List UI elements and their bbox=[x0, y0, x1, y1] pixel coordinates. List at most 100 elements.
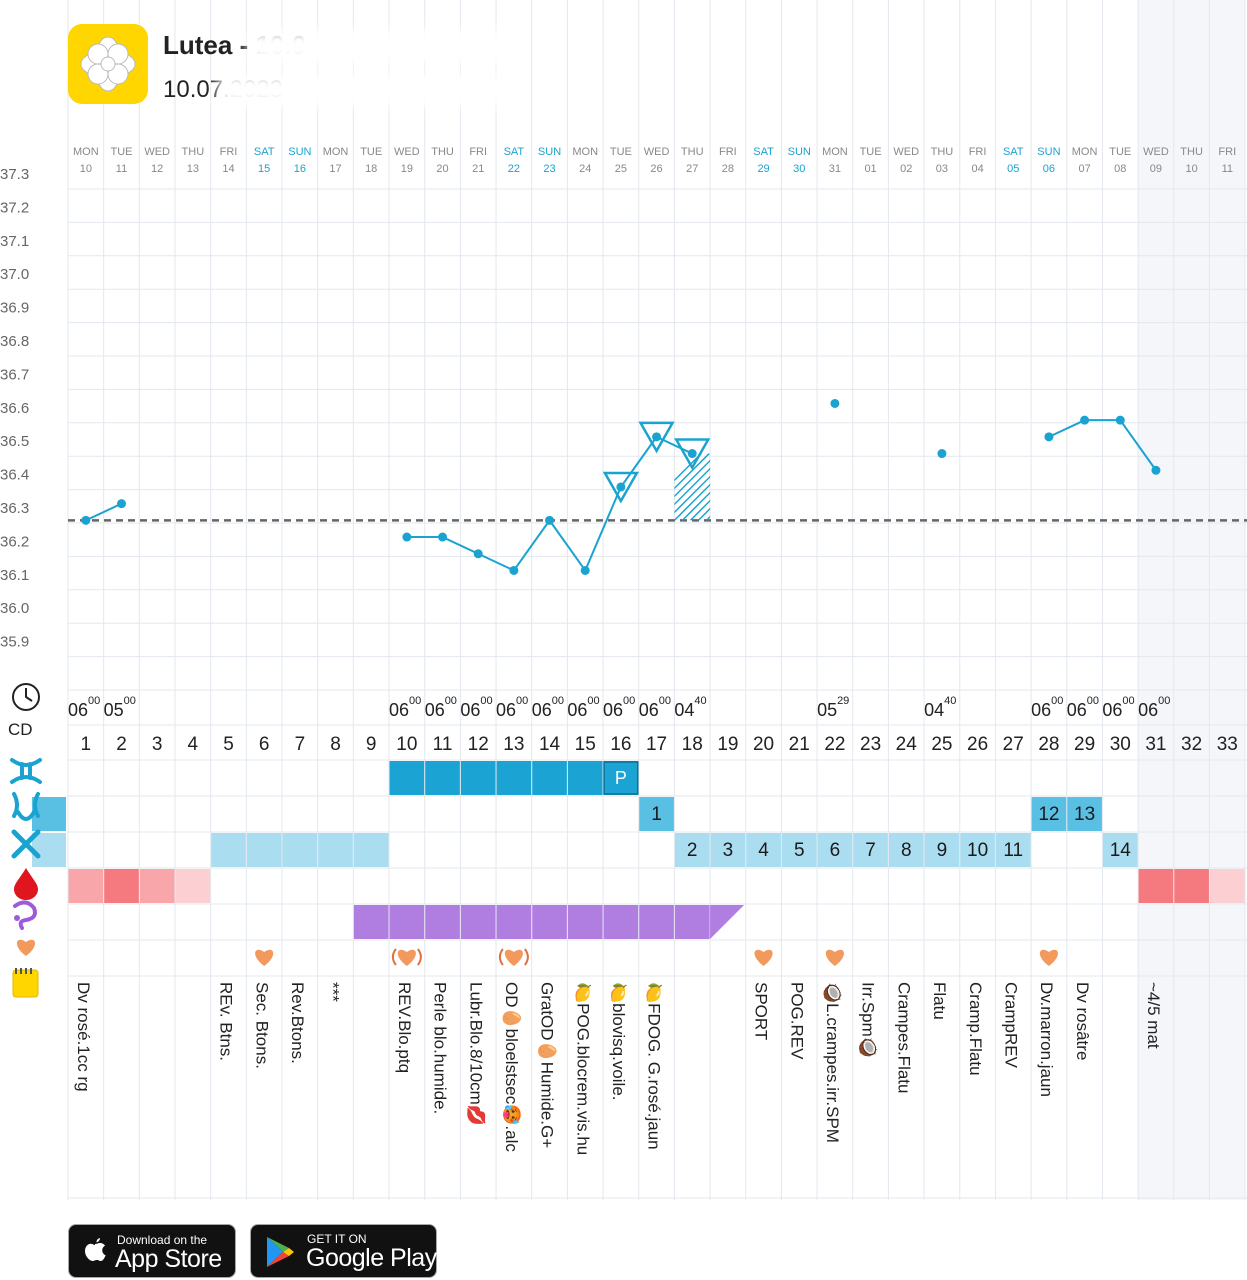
cycle-day-number: 14 bbox=[539, 734, 561, 755]
y-tick-label: 36.8 bbox=[0, 333, 29, 350]
mucus-mid-icon bbox=[12, 792, 40, 821]
period-cell bbox=[1174, 869, 1209, 903]
time-minute: 00 bbox=[552, 695, 564, 707]
day-date-label: 28 bbox=[722, 163, 734, 175]
day-date-label: 27 bbox=[686, 163, 698, 175]
day-date-label: 03 bbox=[936, 163, 948, 175]
hatch-line bbox=[681, 491, 711, 521]
day-of-week-label: SUN bbox=[788, 146, 811, 158]
hatch-line bbox=[689, 499, 711, 521]
test-cell bbox=[425, 905, 460, 939]
app-store-big-text: App Store bbox=[115, 1245, 222, 1273]
time-hour: 04 bbox=[674, 700, 694, 720]
cd-label: CD bbox=[8, 720, 33, 739]
mucus-count-label: 12 bbox=[1038, 804, 1059, 825]
day-date-label: 22 bbox=[508, 163, 520, 175]
cycle-day-number: 19 bbox=[717, 734, 738, 755]
heart-mark bbox=[825, 949, 844, 966]
google-play-button[interactable]: GET IT ON Google Play bbox=[250, 1224, 437, 1278]
day-date-label: 14 bbox=[222, 163, 234, 175]
hatch-line bbox=[674, 475, 711, 514]
mucus-count-label: 11 bbox=[1003, 840, 1023, 861]
note-text: Sec. Btons. bbox=[252, 982, 271, 1069]
mucus-count-label: 3 bbox=[723, 840, 734, 861]
test-cell bbox=[603, 905, 639, 939]
mucus-low-icon bbox=[11, 829, 41, 859]
temperature-point bbox=[1044, 432, 1054, 442]
day-date-label: 04 bbox=[971, 163, 983, 175]
test-cell bbox=[532, 905, 567, 939]
note-text: Dv.marron.jaun bbox=[1037, 982, 1056, 1097]
mucus-count-label: 13 bbox=[1074, 804, 1095, 825]
day-of-week-label: WED bbox=[394, 146, 420, 158]
day-of-week-label: FRI bbox=[469, 146, 487, 158]
mucus-low-cell bbox=[746, 833, 781, 867]
cycle-day-number: 27 bbox=[1003, 734, 1024, 755]
day-of-week-label: WED bbox=[893, 146, 919, 158]
mucus-count-label: 9 bbox=[937, 840, 948, 861]
google-play-icon bbox=[267, 1237, 294, 1267]
cycle-day-number: 2 bbox=[116, 734, 127, 755]
time-hour: 06 bbox=[1067, 700, 1087, 720]
cycle-day-number: 33 bbox=[1217, 734, 1238, 755]
day-of-week-label: SAT bbox=[504, 146, 525, 158]
y-tick-label: 36.1 bbox=[0, 567, 29, 584]
note-text: SPORT bbox=[752, 982, 771, 1040]
google-play-big-text: Google Play bbox=[306, 1244, 437, 1272]
app-logo[interactable] bbox=[68, 24, 148, 104]
test-cell bbox=[496, 905, 532, 939]
day-of-week-label: TUE bbox=[360, 146, 382, 158]
day-of-week-label: THU bbox=[681, 146, 704, 158]
time-minute: 00 bbox=[623, 695, 635, 707]
note-text: 🍋FDOG. G.rosé.jaun bbox=[645, 982, 664, 1150]
temperature-point bbox=[616, 482, 626, 492]
temperature-point bbox=[438, 532, 448, 542]
mucus-high-icon bbox=[10, 758, 42, 784]
note-icon-rings bbox=[15, 968, 32, 974]
day-date-label: 05 bbox=[1007, 163, 1019, 175]
cycle-day-number: 4 bbox=[188, 734, 199, 755]
temperature-point bbox=[545, 515, 555, 525]
period-cell bbox=[68, 869, 104, 903]
mucus-low-legend-cell bbox=[32, 833, 66, 867]
temperature-point bbox=[81, 515, 91, 525]
mucus-low-cell bbox=[282, 833, 318, 867]
day-date-label: 08 bbox=[1114, 163, 1126, 175]
note-text: Flatu bbox=[930, 982, 949, 1020]
temperature-point bbox=[473, 549, 483, 559]
cycle-day-number: 12 bbox=[468, 734, 489, 755]
day-date-label: 18 bbox=[365, 163, 377, 175]
heart-wave bbox=[417, 948, 422, 966]
time-minute: 29 bbox=[837, 695, 849, 707]
mucus-high-cell bbox=[460, 761, 496, 795]
day-of-week-label: THU bbox=[431, 146, 454, 158]
cycle-day-number: 11 bbox=[433, 734, 453, 755]
flower-icon bbox=[80, 36, 136, 92]
day-date-label: 13 bbox=[187, 163, 199, 175]
app-header: Lutea - 10.0 10.07.2023 bbox=[68, 24, 508, 106]
mucus-low-cell bbox=[995, 833, 1031, 867]
time-minute: 00 bbox=[409, 695, 421, 707]
test-cell bbox=[353, 905, 389, 939]
redaction-blur bbox=[248, 30, 508, 64]
temperature-point bbox=[1151, 465, 1161, 475]
hatch-line bbox=[705, 515, 711, 521]
period-cell bbox=[1138, 869, 1174, 903]
y-tick-label: 36.5 bbox=[0, 433, 29, 450]
time-minute: 00 bbox=[587, 695, 599, 707]
heart-wave bbox=[524, 948, 529, 966]
app-store-button[interactable]: Download on the App Store bbox=[68, 1224, 236, 1278]
day-of-week-label: SAT bbox=[254, 146, 275, 158]
time-minute: 00 bbox=[1158, 695, 1170, 707]
test-cell bbox=[567, 905, 603, 939]
test-cell bbox=[389, 905, 425, 939]
mucus-low-cell bbox=[924, 833, 960, 867]
time-hour: 06 bbox=[532, 700, 552, 720]
hatch-area bbox=[674, 453, 711, 521]
note-text: Cramp.Flatu bbox=[966, 982, 985, 1076]
cycle-day-number: 5 bbox=[223, 734, 234, 755]
time-hour: 06 bbox=[496, 700, 516, 720]
test-icon-dot bbox=[14, 915, 20, 921]
note-text: *** bbox=[324, 982, 343, 1002]
